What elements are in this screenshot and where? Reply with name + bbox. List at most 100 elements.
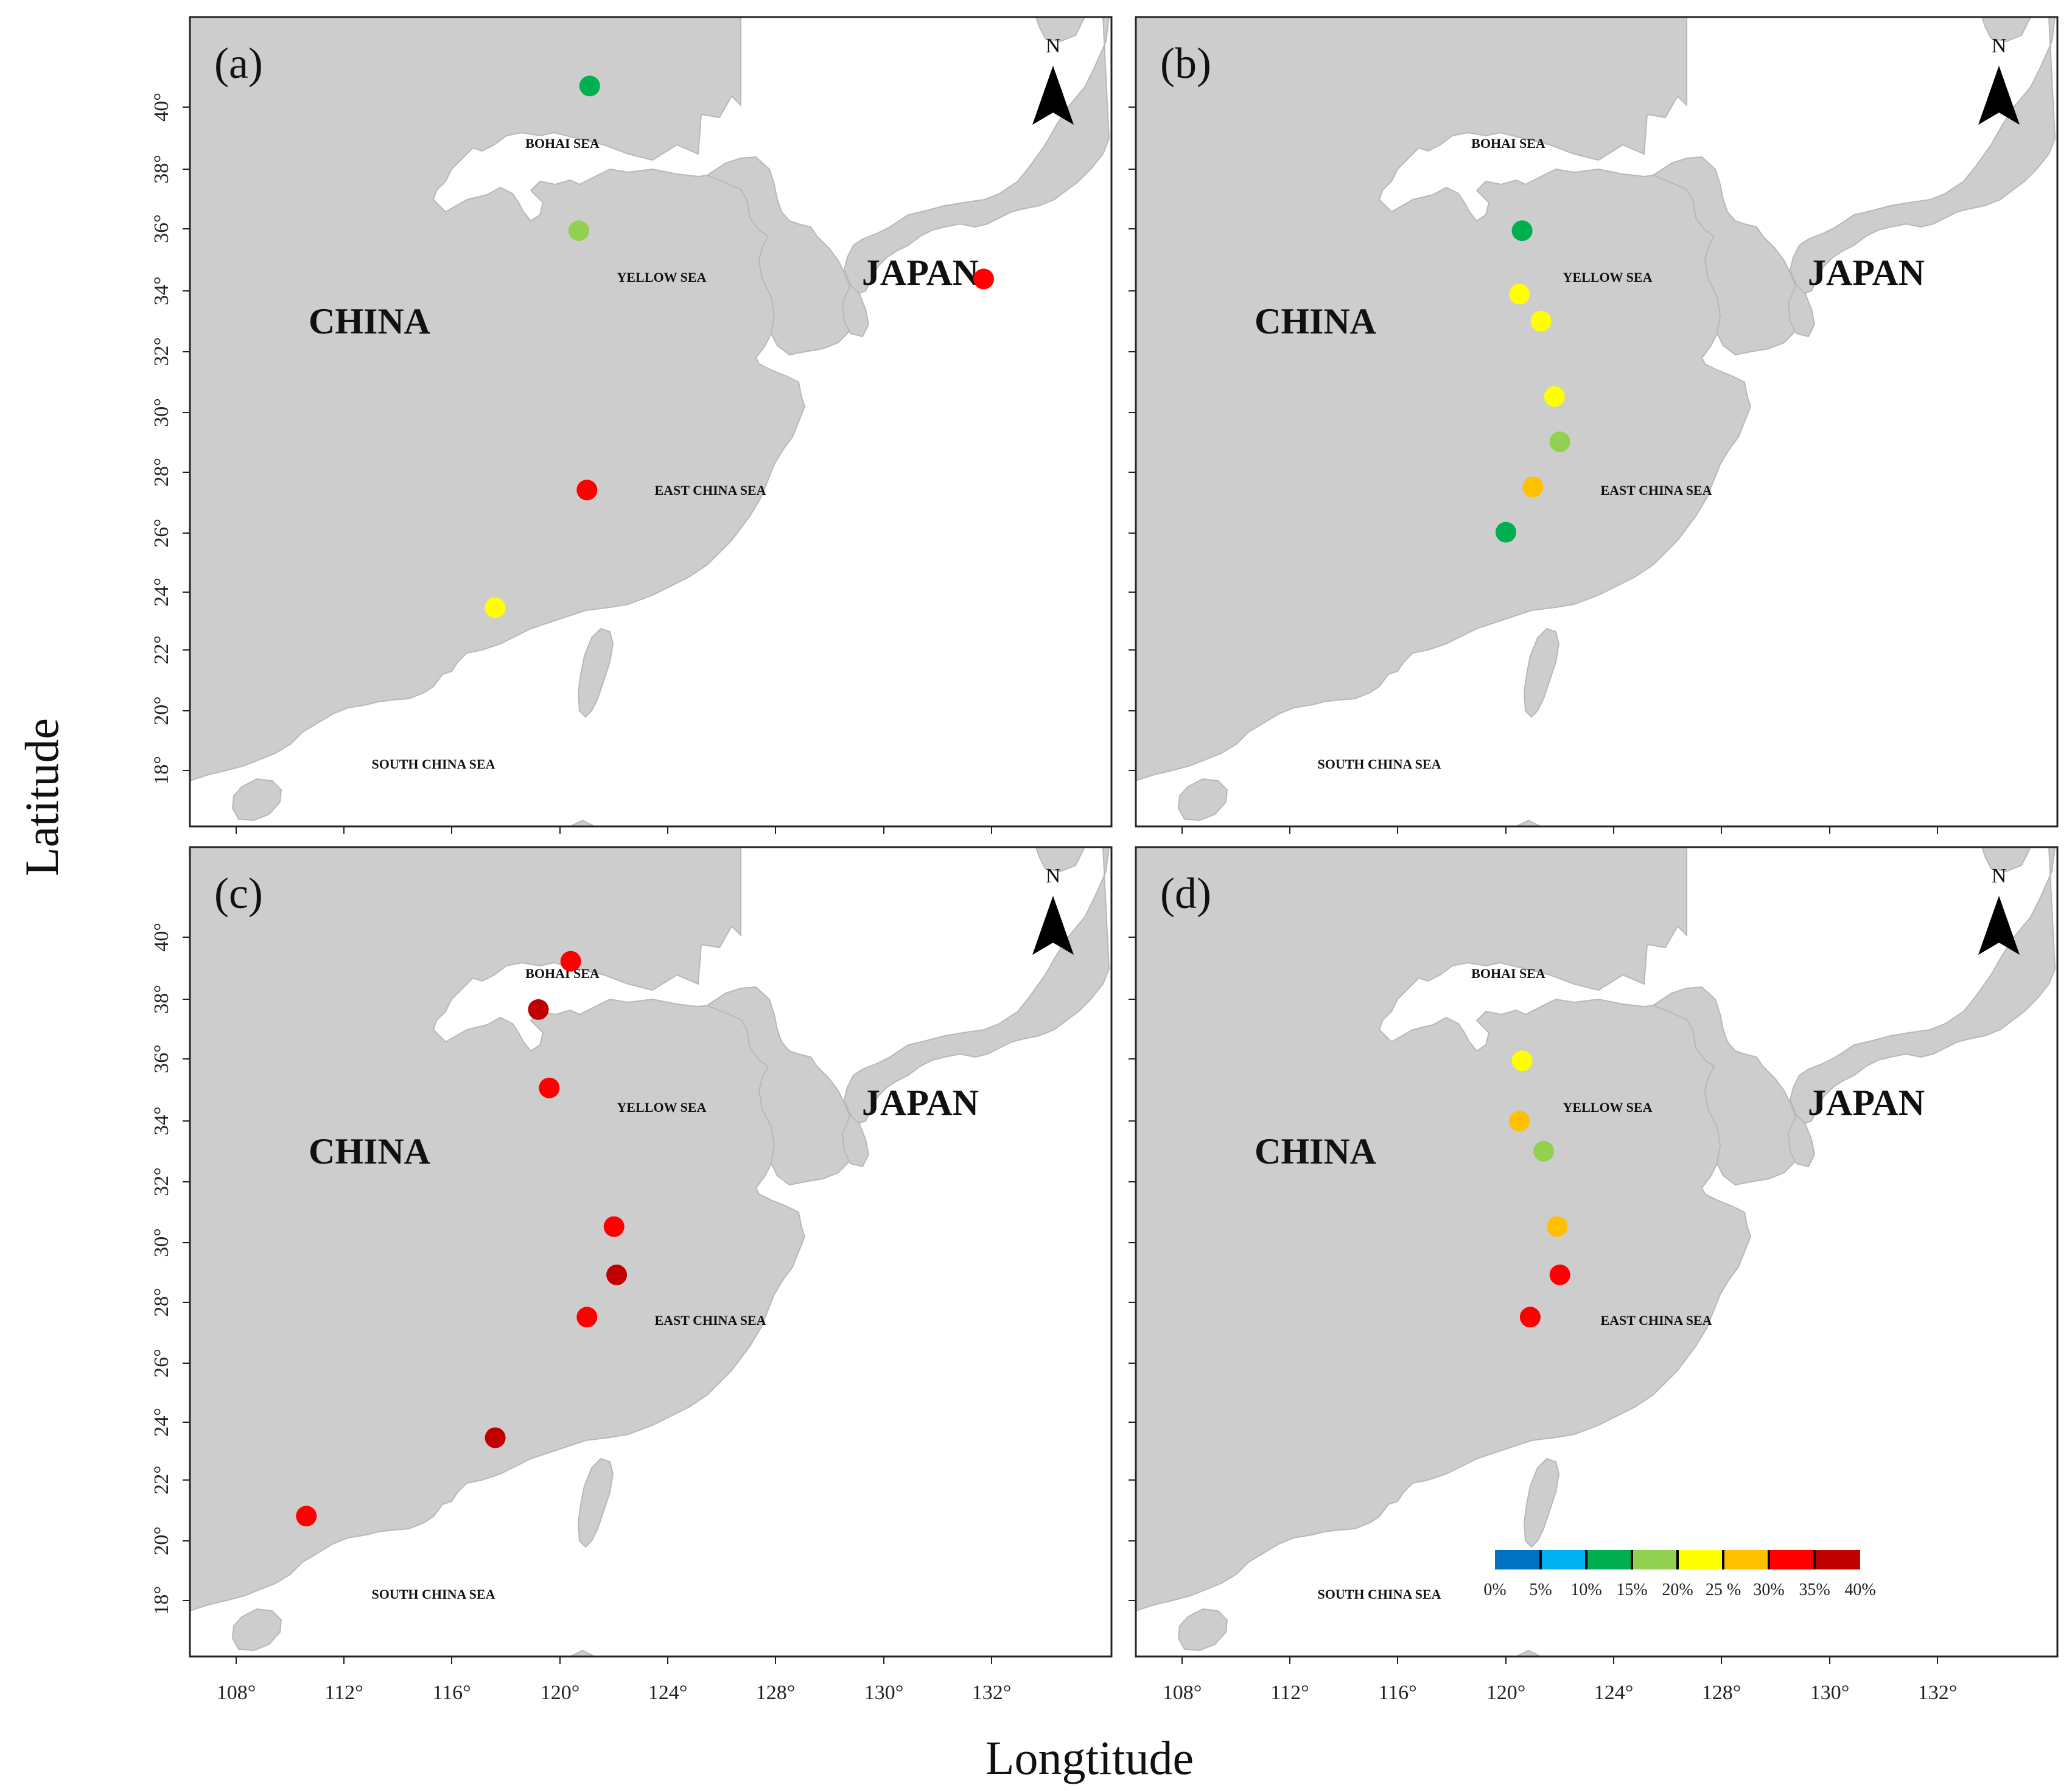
lat-tick-label: 26° (150, 518, 173, 548)
lon-tick-label: 124° (648, 1681, 688, 1704)
sample-point (296, 1506, 317, 1527)
sample-point (1509, 284, 1530, 305)
lon-tick-label: 116° (432, 1681, 471, 1704)
sample-point (485, 597, 506, 618)
lon-tick-label: 120° (1486, 1681, 1526, 1704)
label-south-china-sea: SOUTH CHINA SEA (372, 756, 495, 772)
label-bohai-sea: BOHAI SEA (525, 966, 600, 981)
sample-point (1519, 1307, 1541, 1328)
lat-tick-label: 34° (150, 1106, 173, 1136)
north-label: N (1046, 35, 1061, 57)
map-panel-c: 18° 20° 22° 24° 26° 28° 30° 32° 34° 36° 38° 40° 108°… (150, 846, 1113, 1704)
legend-swatch (1769, 1550, 1815, 1569)
lat-tick-label: 38° (150, 155, 173, 184)
panel-label: (d) (1160, 869, 1211, 918)
sample-point (1511, 220, 1533, 242)
lat-tick-label: 40° (150, 93, 173, 122)
sample-point (1496, 522, 1516, 543)
legend-swatch (1723, 1550, 1769, 1569)
map-panel-a: 18° 20° 22° 24° 26° 28° 30° 32° 34° 36° 38° 40° (a) N… (150, 16, 1113, 834)
legend-swatch (1815, 1550, 1860, 1569)
lon-tick-label: 132° (972, 1681, 1012, 1704)
sample-point (528, 999, 549, 1020)
label-bohai-sea: BOHAI SEA (1471, 136, 1545, 151)
lat-tick-label: 32° (150, 1167, 173, 1196)
lat-tick-label: 20° (150, 1526, 173, 1555)
map-panel-b: (b) N CHINA JAPAN BOHAI SEA YELLOW SEA EAST CH… (1129, 16, 2059, 834)
lon-tick-label: 108° (1163, 1681, 1202, 1704)
label-east-china-sea: EAST CHINA SEA (655, 1313, 766, 1328)
lon-tick-label: 130° (1810, 1681, 1850, 1704)
lat-tick-label: 22° (150, 635, 173, 665)
lon-tick-label: 112° (324, 1681, 363, 1704)
lat-tick-label: 40° (150, 923, 173, 952)
lon-tick-label: 116° (1378, 1681, 1416, 1704)
color-legend: 0% 5% 10% 15% 20% 25 % 30% 35% 40% (1483, 1550, 1876, 1599)
sample-point (539, 1077, 560, 1098)
y-axis-title: Latitude (15, 718, 68, 876)
label-east-china-sea: EAST CHINA SEA (1601, 1313, 1712, 1328)
legend-swatch (1632, 1550, 1678, 1569)
sample-point (576, 1307, 598, 1328)
lat-tick-label: 26° (150, 1349, 173, 1378)
label-south-china-sea: SOUTH CHINA SEA (1318, 756, 1441, 772)
lon-tick-label: 130° (864, 1681, 904, 1704)
x-axis-title: Longtitude (985, 1731, 1194, 1784)
sample-point (1530, 310, 1552, 332)
sample-point (603, 1216, 625, 1237)
legend-label: 0% (1483, 1580, 1506, 1599)
lat-tick-label: 24° (150, 1408, 173, 1437)
north-label: N (1992, 865, 2007, 887)
panel-frame (189, 16, 1113, 828)
label-china: CHINA (309, 1131, 430, 1171)
map-panel-d: 108° 112° 116° 120° 124° 128° 130° 132° (d) N CHIN… (1129, 846, 2059, 1704)
panel-frame (1135, 16, 2059, 828)
lat-tick-label: 24° (150, 578, 173, 607)
lat-tick-label: 30° (150, 398, 173, 427)
lon-tick-label: 108° (217, 1681, 256, 1704)
label-yellow-sea: YELLOW SEA (1563, 270, 1653, 285)
legend-label: 30% (1753, 1580, 1784, 1599)
label-east-china-sea: EAST CHINA SEA (1601, 483, 1712, 498)
label-south-china-sea: SOUTH CHINA SEA (372, 1587, 495, 1602)
lon-tick-label: 128° (756, 1681, 796, 1704)
label-japan: JAPAN (862, 1083, 979, 1123)
lat-tick-label: 20° (150, 696, 173, 725)
sample-point (579, 75, 600, 97)
label-south-china-sea: SOUTH CHINA SEA (1318, 1587, 1441, 1602)
sample-point (1547, 1216, 1568, 1237)
legend-swatch (1586, 1550, 1632, 1569)
label-bohai-sea: BOHAI SEA (1471, 966, 1545, 981)
north-label: N (1992, 35, 2007, 57)
label-china: CHINA (309, 301, 430, 341)
lon-tick-label: 128° (1702, 1681, 1741, 1704)
panel-frame (1135, 846, 2059, 1658)
legend-swatch (1678, 1550, 1723, 1569)
lat-tick-label: 22° (150, 1465, 173, 1495)
sample-point (576, 480, 598, 501)
legend-swatch (1541, 1550, 1586, 1569)
legend-label: 25 % (1706, 1580, 1741, 1599)
panel-label: (a) (214, 39, 263, 88)
label-bohai-sea: BOHAI SEA (525, 136, 600, 151)
label-japan: JAPAN (1808, 1083, 1925, 1123)
sample-point (569, 220, 589, 242)
sample-point (1509, 1111, 1530, 1132)
lat-tick-label: 28° (150, 1288, 173, 1317)
label-east-china-sea: EAST CHINA SEA (655, 483, 766, 498)
sample-point (1549, 431, 1570, 452)
legend-label: 20% (1662, 1580, 1693, 1599)
panel-frame (189, 846, 1113, 1658)
label-japan: JAPAN (862, 253, 979, 293)
lat-tick-label: 18° (150, 1586, 173, 1615)
sample-point (1522, 477, 1544, 498)
lat-tick-label: 38° (150, 985, 173, 1014)
lat-tick-label: 36° (150, 214, 173, 243)
lat-tick-label: 18° (150, 756, 173, 785)
sample-point (1511, 1050, 1533, 1072)
label-yellow-sea: YELLOW SEA (617, 1100, 707, 1115)
lon-tick-label: 112° (1270, 1681, 1309, 1704)
label-japan: JAPAN (1808, 253, 1925, 293)
legend-label: 15% (1616, 1580, 1647, 1599)
